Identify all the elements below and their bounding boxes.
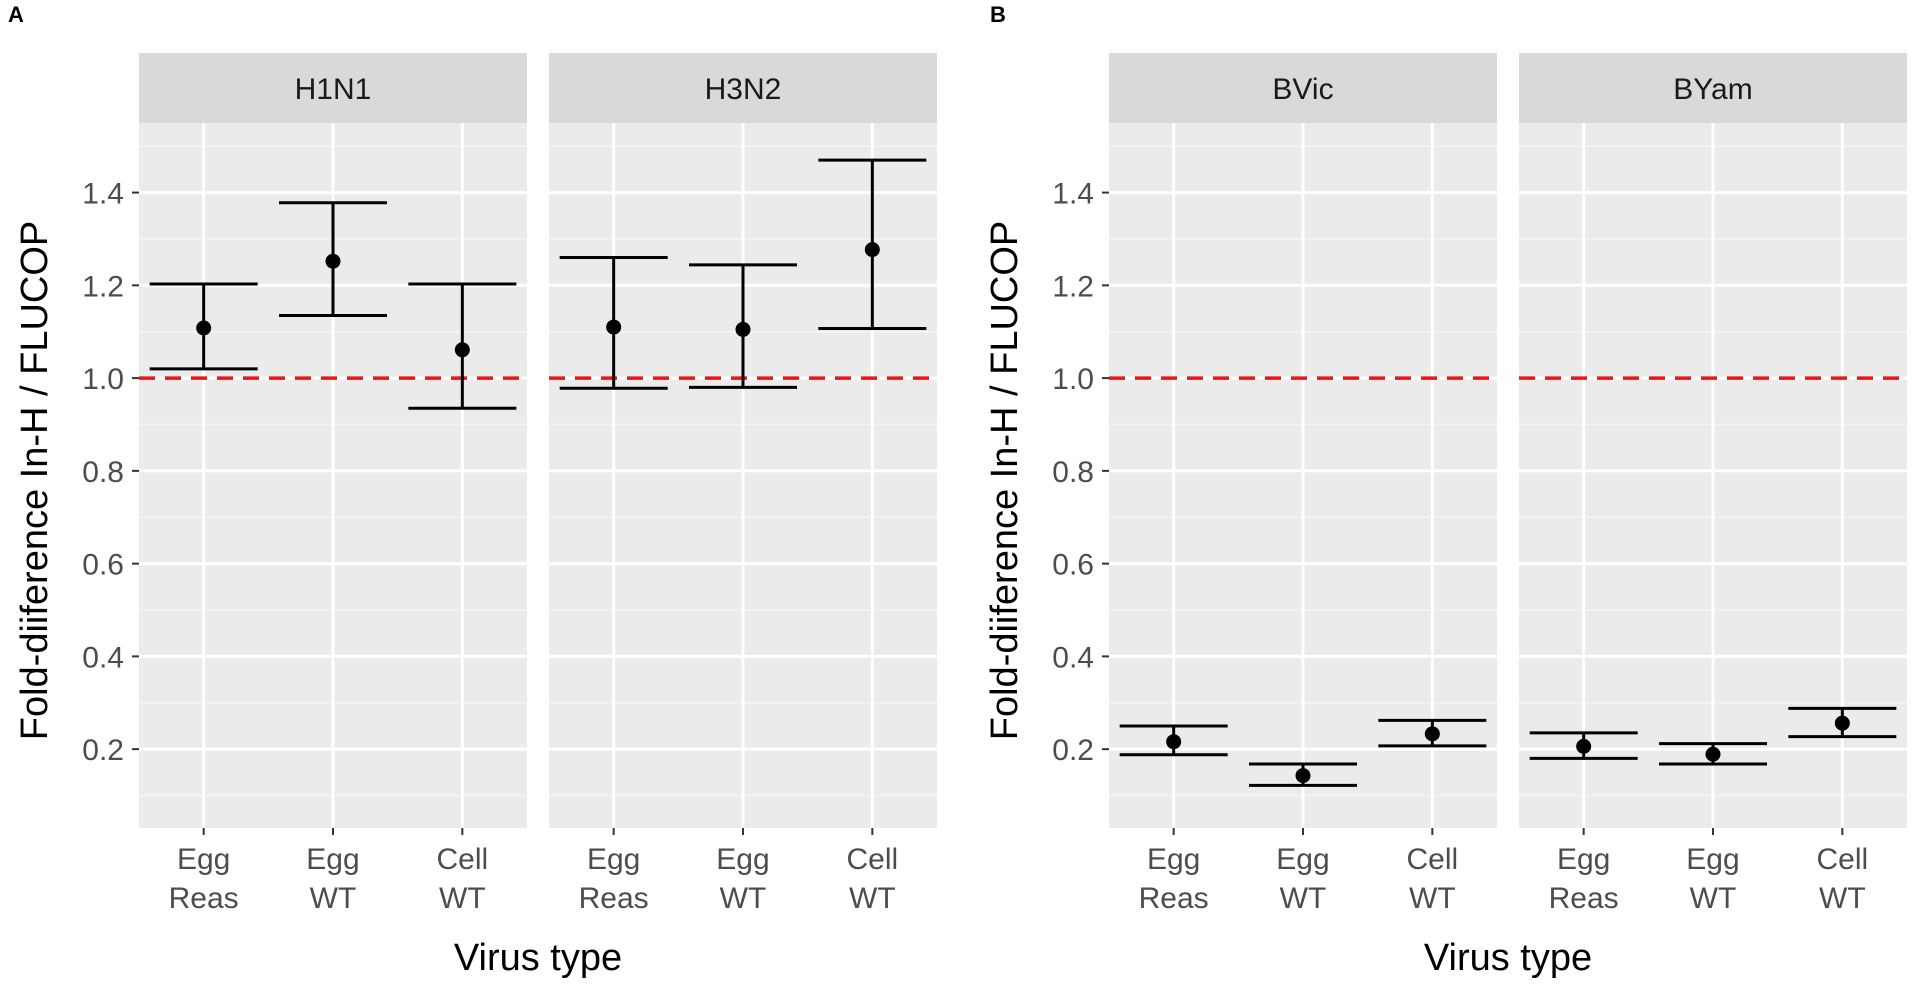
errorbar <box>1788 706 1897 739</box>
x-tick-label: Egg WT <box>306 843 359 915</box>
data-point <box>864 242 880 258</box>
data-point <box>196 320 212 336</box>
y-tick-label: 0.8 <box>82 456 124 489</box>
x-tick-label: Cell WT <box>436 843 488 915</box>
x-tick-label: Egg Reas <box>1549 843 1619 915</box>
facet-strip <box>1109 53 1497 123</box>
x-tick-label-line: Egg <box>306 843 359 876</box>
errorbar <box>1119 724 1228 757</box>
y-tick-label: 0.6 <box>1052 549 1094 582</box>
data-point <box>1424 726 1440 742</box>
x-tick-label-line: Egg <box>1557 843 1610 876</box>
errorbar <box>1659 742 1767 766</box>
y-tick-label: 0.2 <box>82 734 124 767</box>
facet-strip-label: BVic <box>1272 73 1333 106</box>
errorbar <box>149 282 258 371</box>
errorbar <box>559 256 668 390</box>
x-tick-label: Egg Reas <box>1139 843 1209 915</box>
x-axis-title: Virus type <box>454 937 622 979</box>
errorbar <box>1249 762 1357 787</box>
x-tick-label: Egg WT <box>716 843 769 915</box>
x-tick-label-line: Reas <box>1549 882 1619 915</box>
x-tick-label-line: Egg <box>1147 843 1200 876</box>
x-tick-label-line: WT <box>1819 882 1866 915</box>
x-tick-label-line: Egg <box>1686 843 1739 876</box>
facet-strip-label: H1N1 <box>295 73 372 106</box>
data-point <box>735 321 751 337</box>
y-tick-label: 0.4 <box>1052 641 1094 674</box>
facet-strip-label: H3N2 <box>705 73 782 106</box>
facet-bvic: BVic Egg Reas Egg WT Cell WT <box>1109 53 1497 915</box>
errorbar <box>1378 718 1487 748</box>
panel-b: BBVicEggReasEggWTCellWTBYamEggReasEggWTC… <box>984 2 1907 979</box>
x-tick-label: Cell WT <box>846 843 898 915</box>
x-tick-label: Cell WT <box>1816 843 1868 915</box>
facet-strip <box>1519 53 1907 123</box>
panel-letter: A <box>8 2 24 27</box>
x-tick-label-line: WT <box>1409 882 1456 915</box>
errorbar <box>279 201 387 317</box>
x-tick-label-line: Reas <box>169 882 239 915</box>
x-tick-label-line: WT <box>439 882 486 915</box>
x-tick-label-line: Egg <box>587 843 640 876</box>
x-tick-label: Cell WT <box>1406 843 1458 915</box>
x-tick-label: Egg Reas <box>579 843 649 915</box>
x-tick-label-line: Cell <box>1816 843 1868 876</box>
x-tick-label-line: Cell <box>436 843 488 876</box>
data-point <box>606 319 622 335</box>
x-tick-label-line: WT <box>1690 882 1737 915</box>
panel-a: AH1N1EggReasEggWTCellWTH3N2EggReasEggWTC… <box>8 2 937 979</box>
data-point <box>1705 746 1721 762</box>
x-tick-label-line: Reas <box>1139 882 1209 915</box>
x-tick-label-line: Cell <box>1406 843 1458 876</box>
x-tick-label: Egg Reas <box>169 843 239 915</box>
y-tick-label: 1.2 <box>1052 270 1094 303</box>
x-tick-label-line: WT <box>1280 882 1327 915</box>
y-tick-label: 0.8 <box>1052 456 1094 489</box>
data-point <box>1576 738 1592 754</box>
data-point <box>1295 768 1311 784</box>
y-tick-label: 1.2 <box>82 270 124 303</box>
facet-byam: BYam Egg Reas Egg WT Cell WT <box>1519 53 1907 915</box>
y-tick-label: 1.0 <box>82 363 124 396</box>
data-point <box>1166 734 1182 750</box>
errorbar <box>818 158 927 330</box>
y-tick-label: 0.6 <box>82 549 124 582</box>
facet-h3n2: H3N2 Egg Reas Egg WT Cell WT <box>549 53 937 915</box>
errorbar <box>689 263 797 389</box>
x-tick-label-line: Reas <box>579 882 649 915</box>
facet-strip <box>139 53 527 123</box>
x-tick-label: Egg WT <box>1276 843 1329 915</box>
x-tick-label-line: WT <box>310 882 357 915</box>
x-tick-label-line: Egg <box>177 843 230 876</box>
y-axis-title: Fold-diiference In-H / FLUCOP <box>984 221 1026 741</box>
data-point <box>325 253 341 269</box>
data-point <box>1834 715 1850 731</box>
x-tick-label-line: Egg <box>1276 843 1329 876</box>
x-tick-label-line: WT <box>720 882 767 915</box>
y-axis-title: Fold-diiference In-H / FLUCOP <box>14 221 56 741</box>
data-point <box>454 342 470 358</box>
x-tick-label-line: Cell <box>846 843 898 876</box>
y-tick-label: 1.4 <box>82 178 124 211</box>
panel-letter: B <box>990 2 1006 27</box>
facet-h1n1: H1N1 Egg Reas Egg WT Cell WT <box>139 53 527 915</box>
facet-strip-label: BYam <box>1673 73 1752 106</box>
y-tick-label: 0.4 <box>82 641 124 674</box>
x-tick-label-line: WT <box>849 882 896 915</box>
y-tick-label: 0.2 <box>1052 734 1094 767</box>
x-axis-title: Virus type <box>1424 937 1592 979</box>
y-tick-label: 1.4 <box>1052 178 1094 211</box>
errorbar <box>1529 731 1638 760</box>
x-tick-label-line: Egg <box>716 843 769 876</box>
facet-strip <box>549 53 937 123</box>
errorbar <box>408 282 517 410</box>
y-tick-label: 1.0 <box>1052 363 1094 396</box>
x-tick-label: Egg WT <box>1686 843 1739 915</box>
